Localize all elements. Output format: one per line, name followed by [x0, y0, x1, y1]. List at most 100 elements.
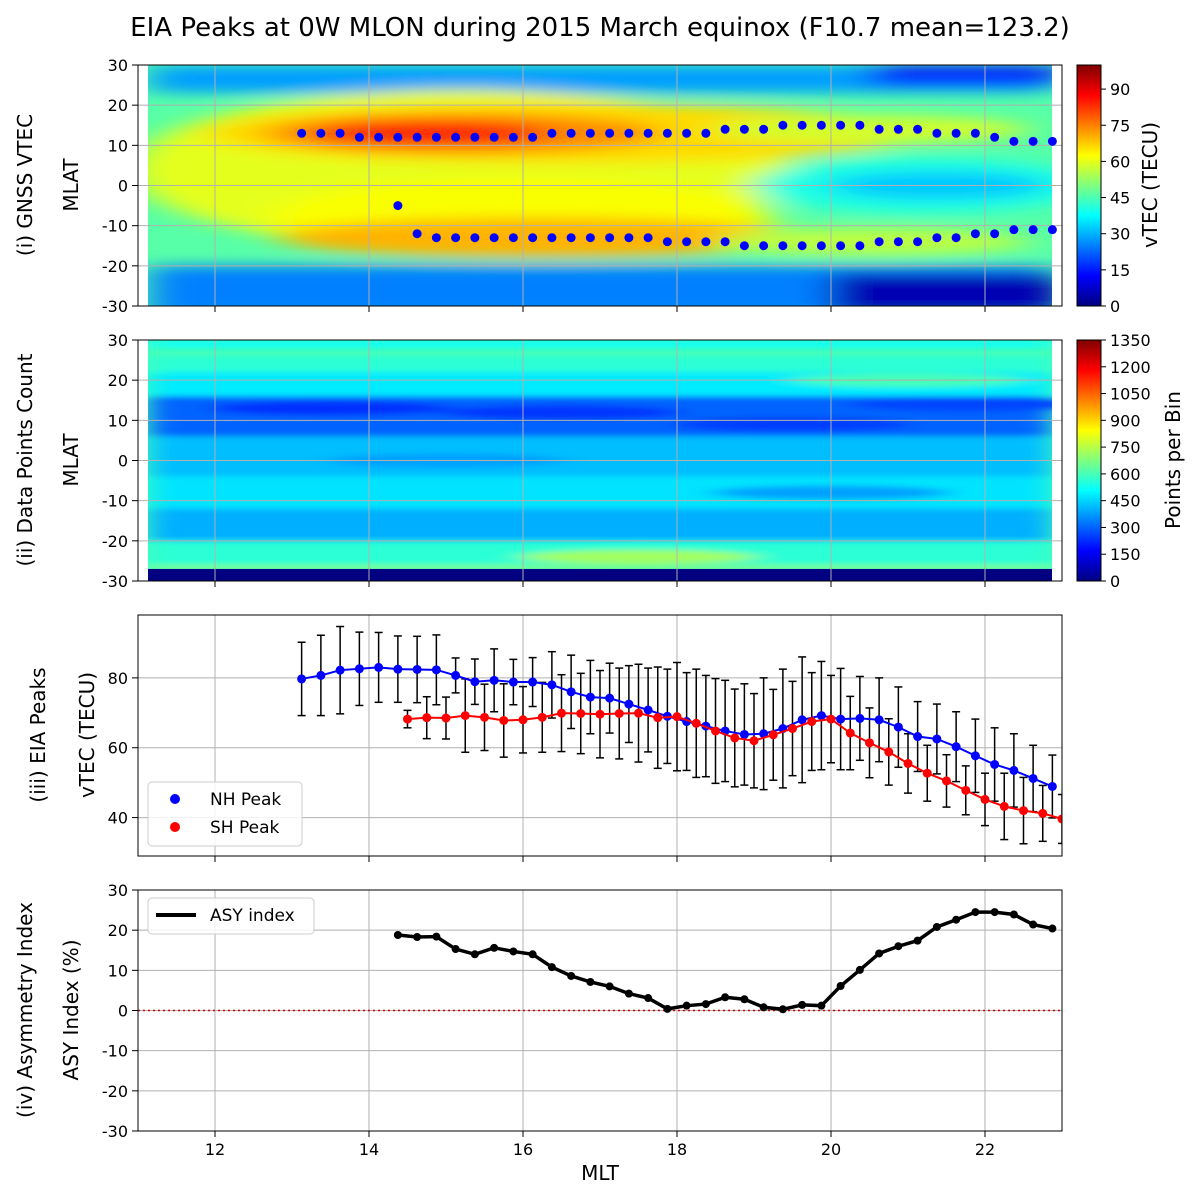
- y-tick-label: 0: [118, 1002, 128, 1021]
- nh-location-point: [970, 128, 980, 138]
- count-colorbar-label: Points per Bin: [1161, 391, 1185, 529]
- nh-peak-point: [528, 677, 538, 687]
- sh-peak-point: [441, 713, 451, 723]
- y-tick-label: 20: [108, 96, 128, 115]
- sh-peak-point: [480, 712, 489, 722]
- asy-series: [138, 908, 1062, 1014]
- count-patch: [672, 417, 913, 432]
- count-band: [148, 436, 1052, 477]
- vtec-south-pole-low: [831, 273, 1052, 306]
- y-tick-label: 80: [108, 669, 128, 688]
- sh-peak-point: [614, 708, 624, 718]
- sh-location-point: [797, 241, 807, 251]
- sh-location-point: [970, 229, 980, 239]
- sh-location-point: [778, 241, 788, 251]
- nh-location-point: [759, 124, 769, 134]
- sh-peak-point: [1038, 808, 1048, 818]
- sh-location-point: [932, 233, 942, 243]
- x-tick-label: 14: [359, 1140, 379, 1159]
- asy-point: [952, 915, 961, 924]
- sh-peak-point: [1057, 814, 1062, 824]
- sh-location-point: [720, 237, 730, 247]
- sh-peak-point: [961, 785, 971, 795]
- asy-point: [875, 949, 884, 958]
- nh-location-point: [547, 128, 557, 138]
- nh-peak-point: [1009, 765, 1019, 775]
- nh-peak-point: [316, 670, 326, 680]
- panel-iv-legend: ASY index: [147, 897, 315, 935]
- sh-peak-point: [711, 726, 720, 736]
- nh-location-point: [528, 132, 538, 142]
- colorbar-tick-label: 1350: [1110, 331, 1151, 350]
- nh-peak-point: [489, 675, 499, 685]
- nh-peak-point: [566, 687, 576, 697]
- y-tick-label: -30: [102, 572, 128, 591]
- count-south-edge-band: [148, 568, 1052, 581]
- y-tick-label: -20: [102, 532, 128, 551]
- nh-peak-point: [470, 677, 480, 687]
- y-tick-label: 10: [108, 961, 128, 980]
- colorbar-tick-label: 90: [1110, 80, 1130, 99]
- nh-location-point: [605, 128, 615, 138]
- panel-iv: 30 20 10 0 -10 -20 -30 12 14 16 18 20 22 (iv) Asymm…: [13, 881, 1063, 1185]
- vtec-colorbar-label: vTEC (TECU): [1138, 122, 1162, 248]
- nh-location-point: [354, 132, 364, 142]
- x-tick-label: 20: [821, 1140, 841, 1159]
- legend-sh-marker: [170, 822, 180, 832]
- asy-point: [663, 1004, 672, 1013]
- y-tick-label: 10: [108, 136, 128, 155]
- count-colorbar: 0 150 300 450 600 750 900 1050 1200 1350 Points p…: [1076, 331, 1185, 591]
- panel-ii-y-ticks: 30 20 10 0 -10 -20 -30: [102, 331, 138, 591]
- nh-location-point: [643, 128, 653, 138]
- nh-location-point: [297, 128, 307, 138]
- sh-location-point: [528, 233, 538, 243]
- nh-location-point: [836, 120, 846, 130]
- sh-peak-point: [768, 730, 778, 740]
- colorbar-tick-label: 900: [1110, 411, 1141, 430]
- nh-peak-point: [412, 664, 422, 674]
- colorbar-tick-label: 45: [1110, 189, 1130, 208]
- asy-point: [586, 977, 595, 986]
- sh-peak-point: [980, 794, 990, 804]
- y-tick-label: 30: [108, 56, 128, 75]
- nh-peak-point: [335, 665, 345, 675]
- nh-location-point: [739, 124, 749, 134]
- nh-location-point: [1009, 136, 1019, 146]
- y-tick-label: 20: [108, 921, 128, 940]
- count-band: [148, 340, 1052, 349]
- asy-point: [798, 1000, 807, 1009]
- nh-location-point: [701, 128, 711, 138]
- x-tick-label: 12: [205, 1140, 225, 1159]
- nh-peak-point: [297, 674, 307, 684]
- nh-peak-point: [874, 715, 884, 725]
- asy-point: [740, 995, 749, 1004]
- nh-location-point: [1028, 136, 1038, 146]
- nh-location-point: [682, 128, 692, 138]
- vtec-colorbar: 0 15 30 45 60 75 90 vTEC (TECU): [1076, 64, 1162, 316]
- asy-point: [701, 1000, 710, 1009]
- panel-iii-frame: [137, 614, 1063, 857]
- nh-location-point: [624, 128, 634, 138]
- panel-i-y-ticks: 30 20 10 0 -10 -20 -30: [102, 56, 138, 316]
- sh-peak-point: [999, 801, 1009, 811]
- nh-location-point: [316, 128, 326, 138]
- sh-location-point: [566, 233, 576, 243]
- nh-peak-point: [1028, 773, 1038, 783]
- sh-peak-point: [807, 717, 817, 727]
- nh-peak-point: [990, 759, 1000, 769]
- legend-nh-marker: [170, 794, 180, 804]
- colorbar-tick-label: 15: [1110, 261, 1130, 280]
- nh-location-point: [412, 132, 422, 142]
- nh-peak-point: [739, 729, 749, 739]
- nh-peak-point: [970, 751, 980, 761]
- nh-peak-point: [393, 664, 403, 674]
- sh-peak-point: [922, 768, 932, 778]
- nh-location-point: [932, 128, 942, 138]
- sh-peak-point: [903, 758, 913, 768]
- vtec-nh-evening-crest: [709, 115, 1030, 144]
- panel-iii-y-ticks: 80 60 40: [108, 669, 138, 828]
- colorbar-tick-label: 750: [1110, 438, 1141, 457]
- colorbar-tick-label: 300: [1110, 518, 1141, 537]
- sh-peak-point: [845, 728, 855, 738]
- panel-iii: 80 60 40 (iii) EIA Peaks vTEC (TECU) NH Pe…: [26, 614, 1063, 862]
